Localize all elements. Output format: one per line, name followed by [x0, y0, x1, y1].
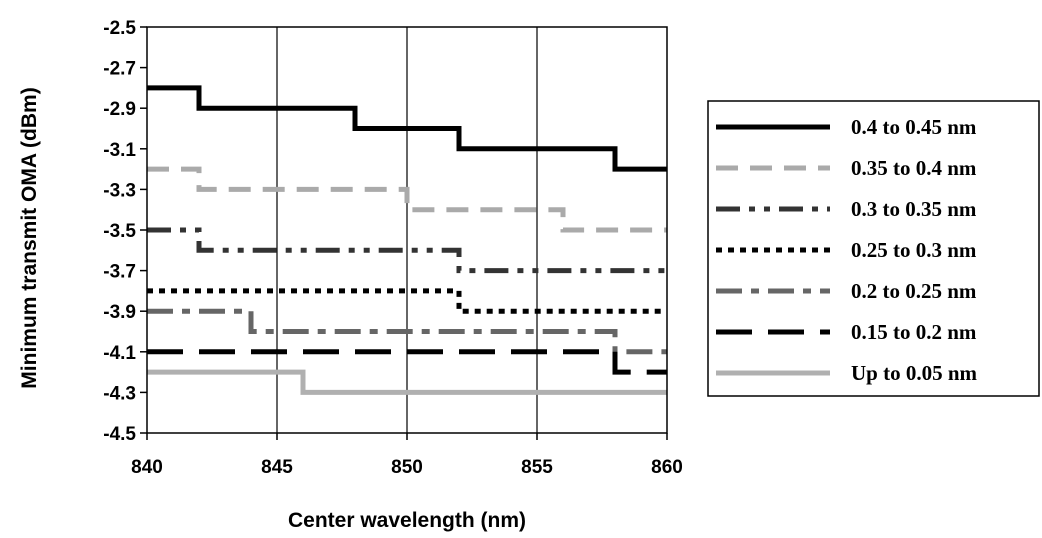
y-axis-ticks: -2.5 -2.7 -2.9 -3.1 -3.3 -3.5 -3.7 -3.9 -4.1 -4.3… — [103, 18, 147, 445]
y-tick-label: -4.5 — [103, 424, 136, 445]
legend-label-1: 0.4 to 0.45 nm — [851, 115, 977, 139]
y-axis-title: Minimum transmit OMA (dBm) — [18, 87, 41, 388]
y-tick-label: -2.9 — [103, 99, 136, 120]
series-line-1 — [147, 85, 667, 172]
legend-label-4: 0.25 to 0.3 nm — [851, 238, 977, 262]
x-axis-ticks: 840 845 850 855 860 — [131, 433, 683, 478]
legend-label-2: 0.35 to 0.4 nm — [851, 156, 977, 180]
series-line-3 — [147, 227, 667, 274]
y-tick-label: -3.9 — [103, 302, 136, 323]
series-line-7 — [147, 369, 667, 395]
grid — [276, 27, 538, 433]
legend-box — [707, 100, 1040, 397]
series-lines — [147, 85, 667, 395]
x-tick-label: 845 — [261, 457, 293, 478]
y-tick-label: -2.5 — [103, 18, 136, 39]
y-tick-label: -2.7 — [103, 59, 136, 80]
x-axis-title: Center wavelength (nm) — [288, 509, 526, 532]
x-tick-label: 840 — [131, 457, 163, 478]
legend-label-7: Up to 0.05 nm — [851, 361, 978, 385]
legend-label-5: 0.2 to 0.25 nm — [851, 279, 977, 303]
y-tick-label: -3.3 — [103, 180, 136, 201]
x-tick-label: 860 — [651, 457, 683, 478]
y-tick-label: -3.1 — [103, 140, 136, 161]
legend: 0.4 to 0.45 nm 0.35 to 0.4 nm 0.3 to 0.35 … — [707, 100, 1040, 397]
y-tick-label: -4.1 — [103, 343, 136, 364]
series-line-2 — [147, 166, 667, 233]
series-line-4 — [147, 288, 667, 314]
x-tick-label: 850 — [391, 457, 423, 478]
y-tick-label: -4.3 — [103, 383, 136, 404]
x-tick-label: 855 — [521, 457, 553, 478]
legend-label-6: 0.15 to 0.2 nm — [851, 320, 977, 344]
y-tick-label: -3.5 — [103, 221, 136, 242]
series-line-6 — [147, 349, 667, 375]
y-tick-label: -3.7 — [103, 262, 136, 283]
legend-label-3: 0.3 to 0.35 nm — [851, 197, 977, 221]
